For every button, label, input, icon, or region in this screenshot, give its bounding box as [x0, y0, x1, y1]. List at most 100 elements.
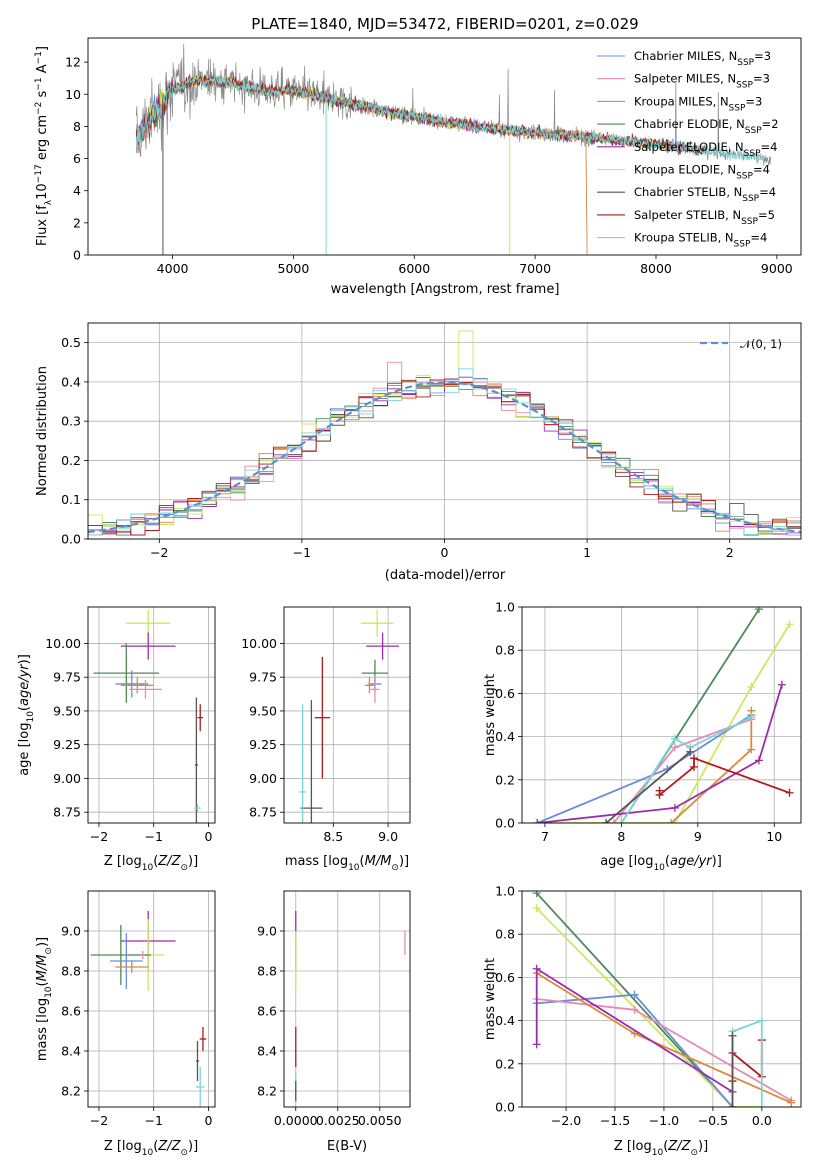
x-tick-label: −2	[90, 829, 108, 844]
weight-line	[605, 751, 691, 823]
weight-marker	[728, 1031, 737, 1040]
histogram-series	[88, 381, 801, 533]
x-axis-label: E(B-V)	[327, 1139, 367, 1154]
error-bar-point	[195, 1067, 205, 1107]
weight-series	[533, 620, 794, 823]
y-tick-label: 9.75	[249, 670, 277, 685]
x-tick-label: −1	[144, 1113, 162, 1128]
legend-label: Chabrier STELIB, NSSP=4	[634, 185, 776, 204]
x-axis-label: Z [log10(Z/Z⊙)]	[104, 854, 198, 873]
weight-marker	[609, 819, 618, 823]
x-tick-label: −1	[293, 545, 311, 560]
weight-marker	[533, 819, 542, 823]
y-tick-label: 8.75	[53, 805, 81, 820]
y-axis-label: mass weight	[483, 958, 498, 1040]
x-tick-label: −2.0	[551, 1113, 581, 1128]
legend-label: Chabrier MILES, NSSP=3	[634, 49, 771, 68]
error-bar-point	[194, 697, 199, 823]
weight-marker	[602, 819, 611, 823]
x-tick-label: −2	[150, 545, 168, 560]
y-tick-label: 8.2	[61, 1084, 81, 1099]
y-tick-label: 9.50	[249, 703, 277, 718]
y-tick-label: 1.0	[495, 600, 515, 615]
y-axis-label: mass [log10(M/M⊙)]	[35, 937, 54, 1061]
error-bar-point	[126, 609, 171, 637]
y-tick-label: 9.0	[61, 924, 81, 939]
y-tick-label: 8.6	[61, 1004, 81, 1019]
y-tick-label: 8.4	[257, 1044, 277, 1059]
legend-label: Salpeter STELIB, NSSP=5	[634, 208, 775, 227]
plot-area	[533, 607, 794, 823]
weight-marker	[655, 790, 664, 799]
weight-line	[620, 716, 752, 823]
x-tick-label: 2	[726, 545, 734, 560]
y-tick-label: 9.25	[249, 737, 277, 752]
y-tick-label: 10.00	[241, 636, 277, 651]
y-tick-label: 0.5	[61, 335, 81, 350]
legend-label: Salpeter MILES, NSSP=3	[634, 72, 770, 91]
y-tick-label: 0.0	[495, 816, 515, 831]
x-tick-label: −2	[90, 1113, 108, 1128]
weight-marker	[532, 891, 541, 898]
y-tick-label: 0.2	[495, 1056, 515, 1071]
x-tick-label: 0.0025	[316, 1113, 360, 1128]
x-tick-label: 0	[204, 829, 212, 844]
x-axis-label: mass [log10(M/M⊙)]	[285, 854, 409, 873]
error-bar-point	[199, 1027, 207, 1051]
y-tick-label: 0.0	[495, 1100, 515, 1115]
weight-line	[658, 756, 790, 797]
weight-marker	[747, 745, 756, 754]
weight-line	[537, 623, 791, 823]
y-tick-label: 9.00	[53, 771, 81, 786]
y-tick-label: 9.00	[249, 771, 277, 786]
model-spectrum-line	[135, 73, 588, 255]
weight-marker	[747, 713, 756, 722]
x-axis-label: age [log10(age/yr)]	[600, 854, 722, 873]
x-tick-label: 8	[617, 829, 625, 844]
axes-frame	[283, 890, 411, 1108]
y-tick-label: 0.0	[61, 532, 81, 547]
plot-area	[295, 911, 406, 1103]
weight-series	[532, 904, 766, 1107]
spectrum-y-label: Flux [fλ10−17 erg cm−2 s−1 A−1]	[34, 46, 54, 246]
y-tick-label: 8.8	[257, 964, 277, 979]
y-tick-label: 10	[65, 87, 81, 102]
x-tick-label: −1.0	[649, 1113, 679, 1128]
axes-frame	[87, 890, 216, 1108]
y-tick-label: 4	[73, 183, 81, 198]
legend-label: Kroupa MILES, NSSP=3	[634, 94, 762, 113]
y-tick-label: 0.6	[495, 970, 515, 985]
error-bar-point	[314, 656, 331, 779]
weight-marker	[787, 1098, 796, 1107]
x-tick-label: 0.0000	[274, 1113, 318, 1128]
y-axis-label: mass weight	[483, 674, 498, 756]
axes-frame	[283, 606, 411, 824]
x-tick-label: −1.5	[600, 1113, 630, 1128]
weight-marker	[670, 803, 679, 812]
weight-line	[537, 684, 783, 823]
error-bar-point	[120, 632, 176, 660]
legend-label: Chabrier ELODIE, NSSP=2	[634, 117, 779, 136]
error-bar-point	[299, 704, 306, 823]
mass-vs-Z-axes: −2 −1 0 8.2 8.4 8.6 8.8 9.0	[61, 890, 216, 1128]
y-tick-label: 0.4	[495, 729, 515, 744]
error-bar-point	[120, 677, 154, 694]
plot-area	[88, 330, 801, 536]
weight-series	[602, 747, 695, 823]
x-axis-label: Z [log10(Z/Z⊙)]	[104, 1139, 198, 1158]
y-tick-label: 8.4	[61, 1044, 81, 1059]
y-tick-label: 0.1	[61, 492, 81, 507]
x-tick-label: 0.0	[752, 1113, 772, 1128]
x-tick-label: −1	[144, 829, 162, 844]
error-bar-point	[90, 925, 151, 985]
x-tick-label: 9000	[761, 261, 793, 276]
x-tick-label: 7000	[519, 261, 551, 276]
error-bar-point	[109, 933, 143, 989]
x-tick-label: 9	[694, 829, 702, 844]
weight-marker	[747, 682, 756, 691]
weight-marker	[785, 620, 794, 629]
error-bar-point	[366, 632, 400, 660]
y-tick-label: 0.8	[495, 927, 515, 942]
weight-marker	[689, 754, 698, 763]
y-tick-label: 0.8	[495, 643, 515, 658]
